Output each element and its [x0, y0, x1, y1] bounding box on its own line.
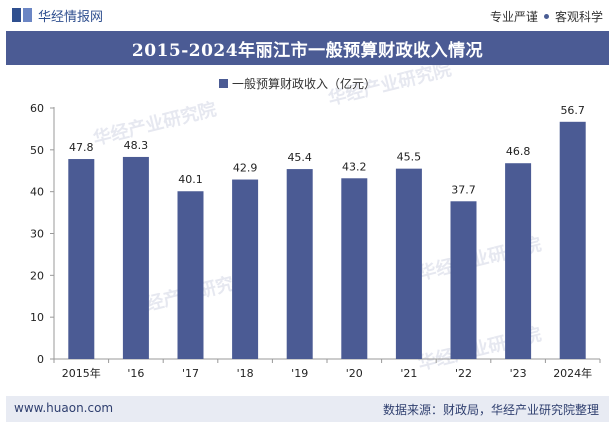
legend: 一般预算财政收入（亿元） [219, 76, 376, 91]
x-tick-label: '23 [510, 367, 527, 380]
bar[interactable] [286, 169, 313, 359]
legend-label: 一般预算财政收入（亿元） [232, 76, 376, 91]
data-label: 45.4 [287, 151, 312, 164]
title-bar: 2015-2024年丽江市一般预算财政收入情况 [6, 31, 609, 65]
y-tick-label: 10 [30, 311, 44, 324]
x-tick-label: '21 [400, 367, 417, 380]
chart-title: 2015-2024年丽江市一般预算财政收入情况 [131, 40, 484, 61]
bar[interactable] [232, 179, 259, 359]
footer-source: 数据来源：财政局，华经产业研究院整理 [382, 403, 599, 417]
x-tick-label: '20 [346, 367, 363, 380]
x-tick-label: '19 [291, 367, 308, 380]
brand-logo-icon [12, 8, 32, 22]
footer: www.huaon.com 数据来源：财政局，华经产业研究院整理 [6, 396, 609, 422]
data-label: 45.5 [397, 151, 422, 164]
top-bar: 华经情报网 专业严谨 客观科学 [0, 0, 615, 30]
bar[interactable] [450, 201, 477, 359]
bar[interactable] [559, 121, 586, 360]
x-tick-label: '18 [237, 367, 254, 380]
y-tick-label: 50 [30, 144, 44, 157]
y-tick-label: 0 [37, 353, 44, 366]
data-label: 42.9 [233, 162, 258, 175]
bar[interactable] [341, 178, 368, 359]
bar[interactable] [122, 156, 149, 359]
footer-website[interactable]: www.huaon.com [14, 401, 114, 415]
x-tick-label: 2015年 [62, 366, 101, 380]
x-tick-label: '16 [127, 367, 144, 380]
axes: 0 10 20 30 40 50 60 2015年 '16 '17 '18 '19 '20 '21 '22 '… [30, 102, 601, 380]
data-label: 46.8 [506, 145, 531, 158]
bar[interactable] [395, 168, 422, 359]
y-tick-label: 20 [30, 269, 44, 282]
tagline-left: 专业严谨 [489, 10, 538, 24]
legend-swatch [219, 79, 228, 88]
x-tick-label: '17 [182, 367, 199, 380]
bar[interactable] [177, 191, 204, 359]
bars [68, 121, 586, 360]
x-tick-label: 2024年 [553, 366, 592, 380]
tagline-dot-icon [543, 14, 549, 19]
y-tick-label: 40 [30, 186, 44, 199]
tagline: 专业严谨 客观科学 [490, 8, 603, 25]
data-label: 47.8 [69, 141, 94, 154]
x-tick-label: '22 [455, 367, 472, 380]
data-label: 40.1 [178, 173, 203, 186]
watermark-text: 华经产业研究院 [91, 98, 219, 150]
data-label: 56.7 [560, 104, 585, 117]
data-label: 48.3 [124, 139, 149, 152]
brand-name: 华经情报网 [38, 9, 104, 25]
data-labels: 47.8 48.3 40.1 42.9 45.4 43.2 45.5 37.7 46.8 56.7 [69, 104, 585, 196]
bar-chart: 华经产业研究院华经产业研究院华经产业研究院华经产业研究院华经产业研究院 一般预算… [30, 65, 601, 380]
y-tick-label: 30 [30, 228, 44, 241]
y-tick-label: 60 [30, 102, 44, 115]
brand[interactable]: 华经情报网 [12, 6, 104, 25]
bar[interactable] [505, 163, 532, 359]
tagline-right: 客观科学 [554, 10, 603, 24]
chart-area: 华经产业研究院华经产业研究院华经产业研究院华经产业研究院华经产业研究院 一般预算… [0, 65, 615, 395]
data-label: 37.7 [451, 183, 476, 196]
data-label: 43.2 [342, 160, 367, 173]
bar[interactable] [68, 159, 95, 359]
